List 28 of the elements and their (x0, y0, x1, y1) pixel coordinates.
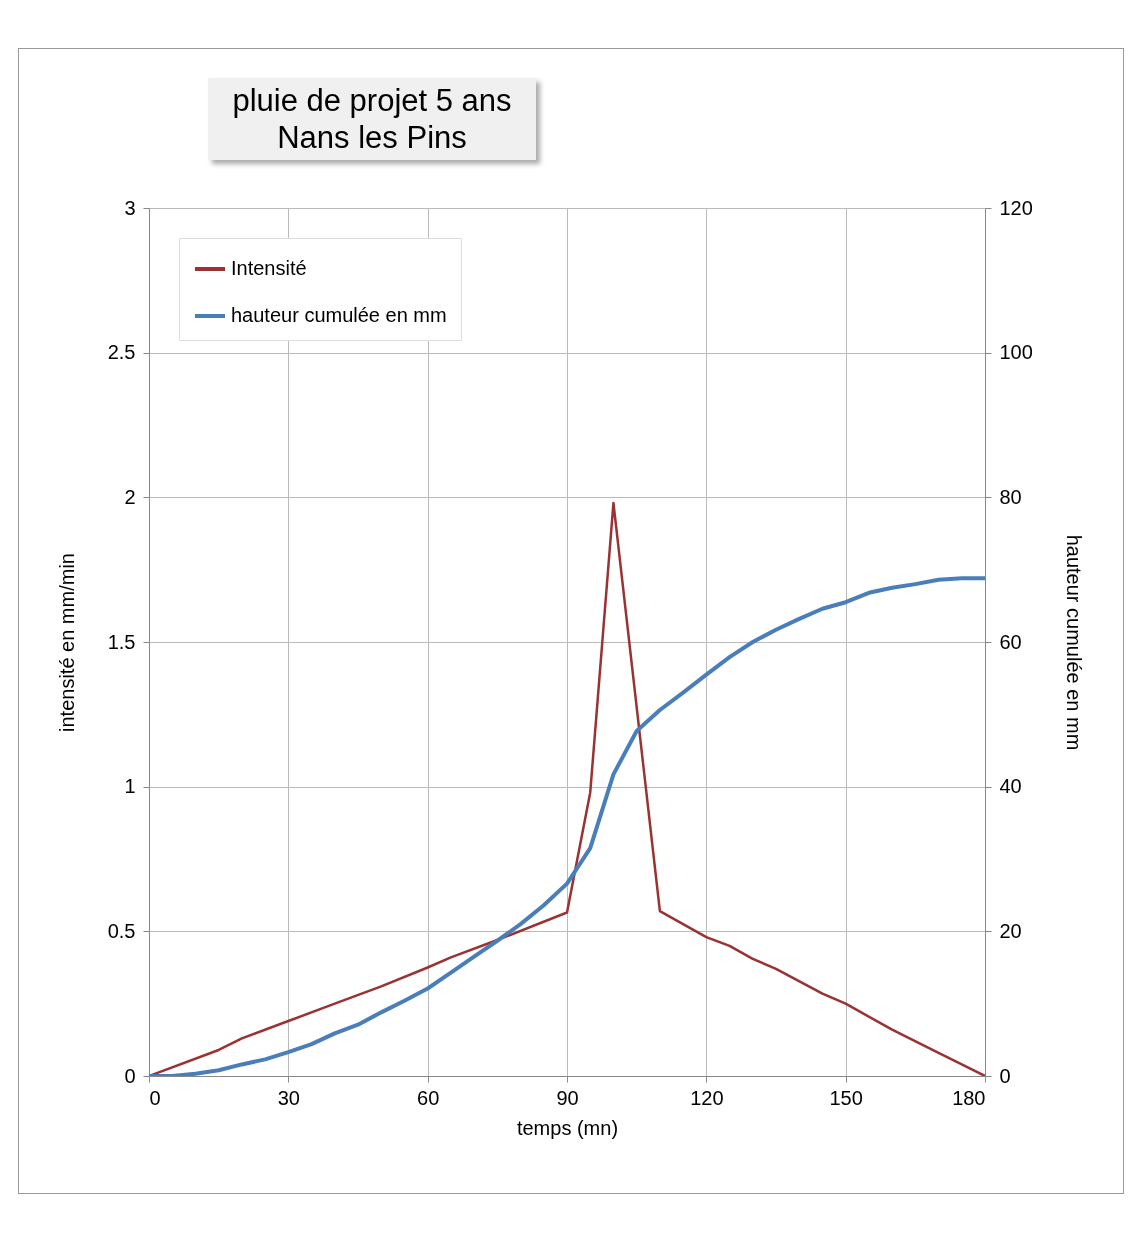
y2-tick-label: 120 (999, 196, 1033, 219)
y-tick-label: 0.5 (107, 919, 136, 942)
y-tick-label: 0 (124, 1064, 136, 1087)
y-axis-title: intensité en mm/min (55, 553, 78, 732)
y2-tick-label: 100 (999, 341, 1033, 364)
y-tick-label: 2 (124, 485, 136, 508)
legend-label: Intensité (231, 257, 307, 279)
y-tick-label: 3 (124, 196, 136, 219)
x-tick-label: 60 (417, 1086, 440, 1109)
chart-subtitle: Nans les Pins (276, 119, 468, 156)
x-tick-label: 180 (952, 1086, 986, 1109)
x-tick-label: 90 (556, 1086, 579, 1109)
x-tick-label: 120 (690, 1086, 724, 1109)
y2-tick-label: 0 (999, 1064, 1011, 1087)
legend-label: hauteur cumulée en mm (231, 304, 447, 326)
y2-tick-label: 80 (999, 485, 1022, 508)
y-tick-label: 2.5 (107, 341, 136, 364)
chart-title: pluie de projet 5 ans (231, 82, 513, 119)
y2-tick-label: 20 (999, 919, 1022, 942)
y2-tick-label: 60 (999, 630, 1022, 653)
x-axis-title: temps (mn) (516, 1116, 619, 1139)
x-tick-label: 30 (277, 1086, 300, 1109)
y-tick-label: 1 (124, 775, 136, 798)
y2-tick-label: 40 (999, 775, 1022, 798)
x-tick-label: 150 (829, 1086, 863, 1109)
x-tick-label: 0 (149, 1086, 161, 1109)
y2-axis-title: hauteur cumulée en mm (1062, 534, 1085, 751)
y-tick-label: 1.5 (107, 630, 136, 653)
